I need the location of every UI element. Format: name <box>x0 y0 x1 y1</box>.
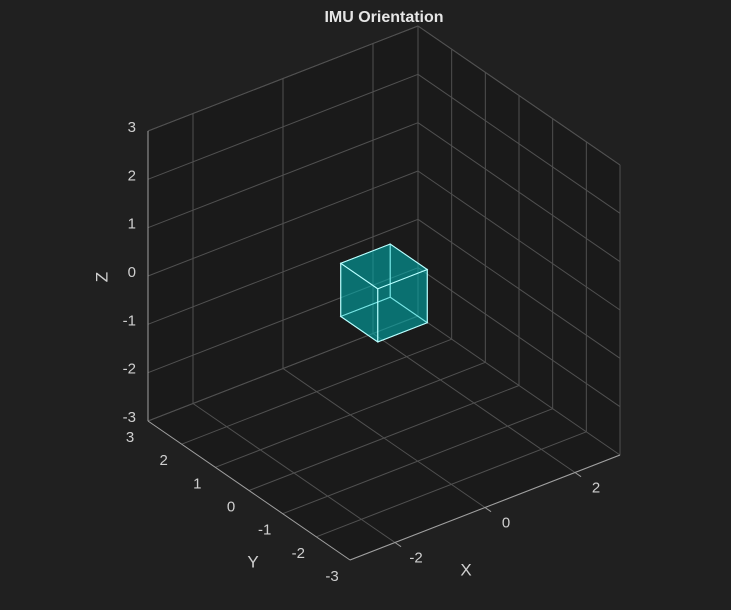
x-axis-label: X <box>460 560 471 579</box>
grid-line <box>147 122 419 229</box>
z-tick-label: -3 <box>123 409 136 426</box>
grid-line <box>147 218 419 325</box>
y-tick-label: 1 <box>193 475 201 492</box>
y-tick-label: 0 <box>227 498 235 515</box>
x-tick-label: 0 <box>502 514 510 531</box>
x-axis-line <box>349 454 621 561</box>
z-tick-label: 0 <box>128 264 136 281</box>
tick-mark <box>574 472 582 478</box>
tick-mark <box>394 542 402 548</box>
y-axis-label: Y <box>247 552 258 571</box>
x-tick-label: 2 <box>592 479 600 496</box>
grid-line <box>417 218 621 359</box>
grid-line <box>417 122 621 263</box>
grid-line <box>417 25 621 166</box>
y-tick-label: 3 <box>126 429 134 446</box>
grid-line <box>417 73 621 214</box>
y-tick-label: -1 <box>258 522 271 539</box>
z-tick-label: -1 <box>123 312 136 329</box>
y-tick-label: 2 <box>159 452 167 469</box>
grid-line <box>181 338 452 445</box>
grid-line <box>147 73 419 180</box>
z-tick-label: -2 <box>123 361 136 378</box>
cube-face <box>339 243 429 290</box>
chart-title: IMU Orientation <box>324 9 443 26</box>
grid-line <box>417 267 621 408</box>
grid-line <box>215 361 486 468</box>
tick-mark <box>484 507 492 513</box>
z-tick-label: 2 <box>128 167 136 184</box>
y-axis-line <box>147 420 351 561</box>
grid-line <box>282 408 553 515</box>
grid-line <box>147 25 419 132</box>
grid-line <box>417 315 621 456</box>
y-tick-label: -2 <box>292 545 305 562</box>
z-tick-label: 1 <box>128 216 136 233</box>
grid-line <box>417 170 621 311</box>
z-axis-label: Z <box>92 272 111 282</box>
grid-line <box>147 170 419 277</box>
grid-line <box>147 315 419 422</box>
y-tick-label: -3 <box>325 568 338 585</box>
z-tick-label: 3 <box>128 119 136 136</box>
grid-line <box>248 385 520 491</box>
x-tick-label: -2 <box>409 549 422 566</box>
grid-line <box>316 431 587 538</box>
